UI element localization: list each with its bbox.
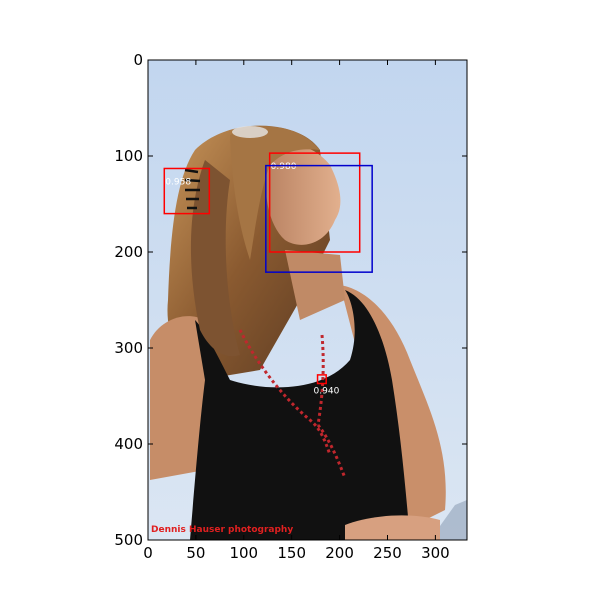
y-tick-label: 300 (114, 339, 143, 357)
detection-box (163, 167, 211, 215)
detection-box (316, 374, 327, 385)
y-tick-label: 400 (114, 435, 143, 453)
x-tick-label: 200 (325, 544, 354, 562)
x-tick-label: 150 (277, 544, 306, 562)
axis-ticks: 0 50 100 150 200 250 300 0 100 200 300 400 500 (114, 51, 467, 562)
y-tick-label: 100 (114, 147, 143, 165)
detection-score-label: 0.958 (165, 177, 191, 187)
axes-frame (147, 59, 468, 541)
watermark-text: Dennis Hauser photography (151, 525, 293, 535)
detection-boxes: 0.958 0.980 0.940 (163, 152, 373, 397)
detection-score-label: 0.940 (314, 387, 340, 397)
y-tick-label: 0 (133, 51, 143, 69)
detection-box (268, 152, 361, 253)
detection-box (265, 164, 373, 273)
y-tick-label: 500 (114, 531, 143, 549)
detection-score-label: 0.980 (271, 162, 297, 172)
photo (148, 60, 467, 540)
x-tick-label: 300 (421, 544, 450, 562)
x-tick-label: 100 (229, 544, 258, 562)
x-tick-label: 0 (143, 544, 153, 562)
y-tick-label: 200 (114, 243, 143, 261)
x-tick-label: 50 (186, 544, 205, 562)
x-tick-label: 250 (373, 544, 402, 562)
